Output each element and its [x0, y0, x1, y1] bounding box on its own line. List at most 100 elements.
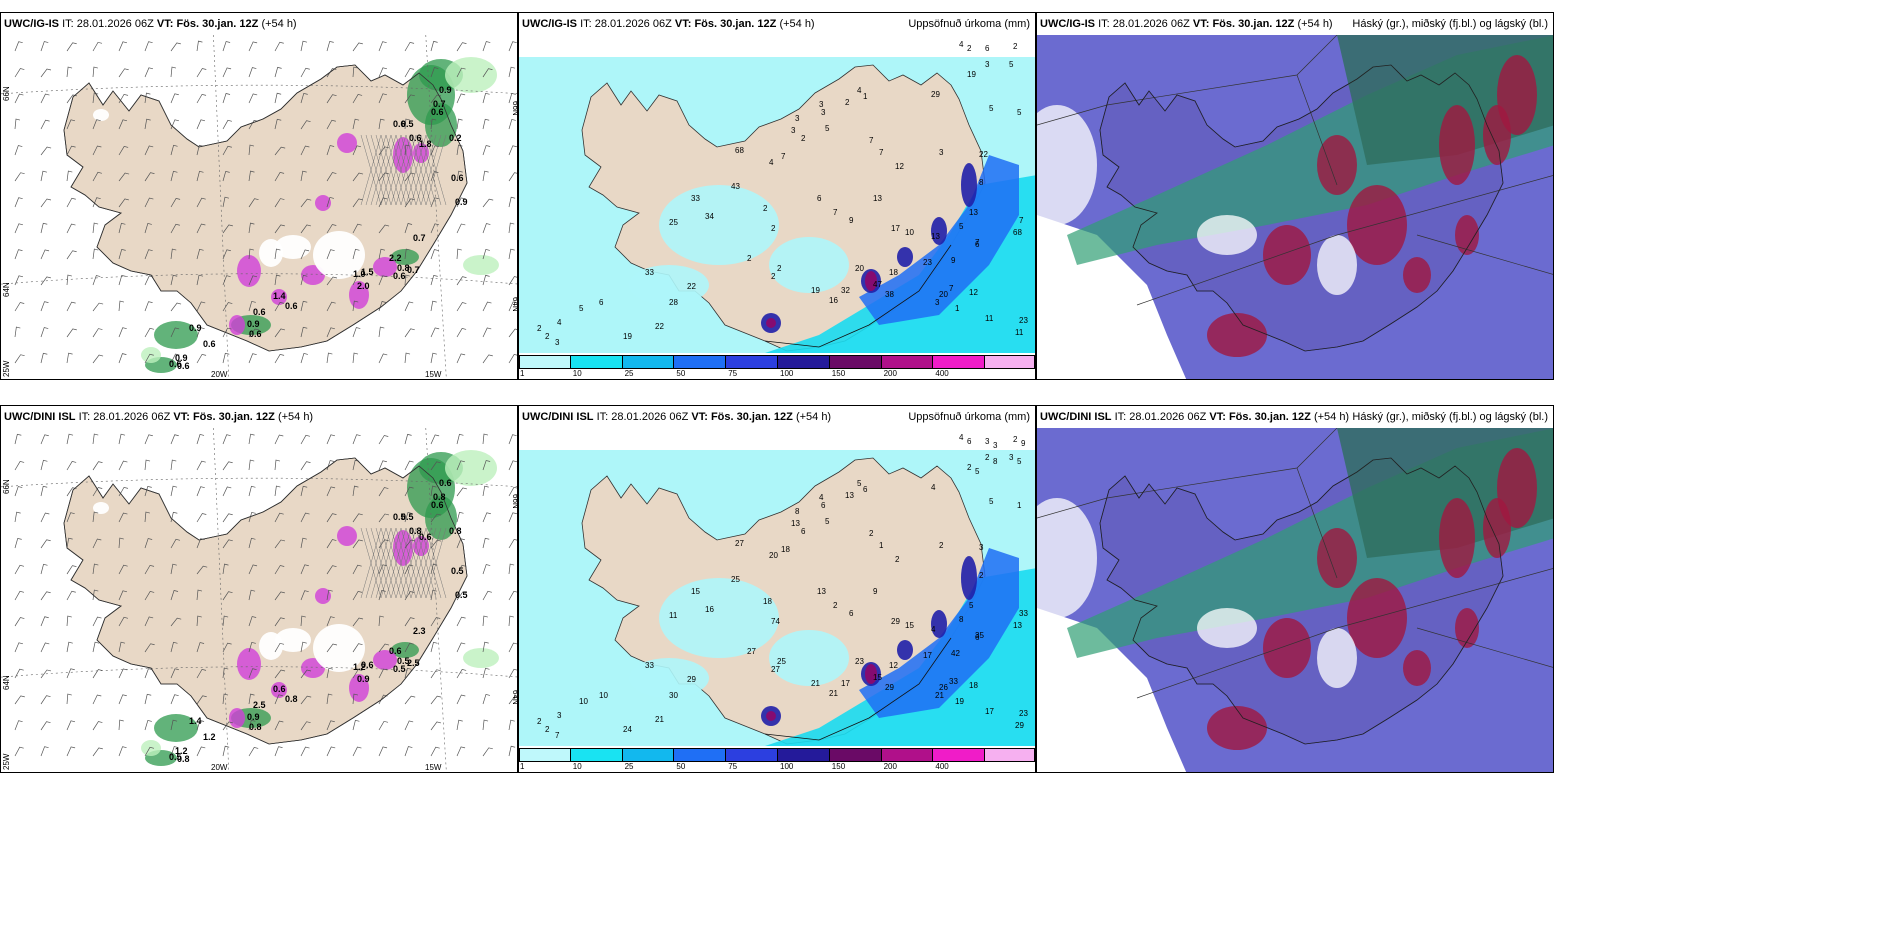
precip-value: 9	[873, 587, 878, 596]
wind-barb	[274, 591, 285, 601]
snow-depth-value: 0.5	[401, 119, 414, 129]
hatch-line	[360, 527, 382, 599]
wind-barb	[248, 564, 258, 575]
wind-barb	[222, 119, 232, 130]
snow-magenta-patch	[237, 648, 261, 680]
colorbar-tick-label: 50	[676, 369, 686, 378]
wind-barb	[14, 511, 21, 523]
model-name: UWC/IG-IS	[522, 18, 577, 30]
wind-barb	[170, 197, 181, 208]
wind-barb	[14, 302, 25, 312]
wind-barb	[300, 353, 308, 364]
wind-barb	[300, 300, 308, 312]
snow-depth-value: 0.8	[177, 754, 190, 764]
wind-barb	[300, 224, 311, 234]
wind-barb	[482, 433, 489, 445]
colorbar-swatch	[622, 355, 675, 369]
wind-barb	[482, 274, 490, 286]
wind-barb	[300, 485, 308, 497]
wind-barb	[222, 513, 233, 523]
wind-barb	[326, 720, 335, 731]
wind-barb	[352, 42, 363, 52]
grid-line	[1416, 234, 1553, 275]
wind-barb	[66, 433, 74, 445]
wind-barb	[378, 172, 389, 182]
wind-barb	[352, 617, 364, 627]
wind-barb	[300, 92, 308, 104]
low-cloud-patch	[1497, 448, 1537, 528]
glacier-area	[93, 109, 109, 121]
snow-depth-value: 2.5	[407, 658, 420, 668]
wind-barb	[508, 92, 516, 104]
snow-lightgreen-patch	[141, 740, 161, 756]
precip-core-purple	[865, 664, 877, 684]
lead-time: (+54 h)	[261, 18, 297, 30]
init-label: IT:	[62, 18, 74, 30]
precip-value: 2	[537, 324, 542, 333]
snow-depth-value: 0.8	[249, 722, 262, 732]
precip-light-area	[769, 237, 849, 293]
precip-value: 6	[801, 527, 806, 536]
graticule	[1, 428, 517, 772]
wind-barb	[222, 667, 229, 679]
init-time: 28.01.2026 06Z	[594, 18, 672, 30]
snow-depth-value: 0.9	[247, 712, 260, 722]
wind-barb	[66, 693, 72, 705]
snow-map: 0.60.80.60.50.8 0.80.50.60.50.52.30.60.52…	[1, 428, 517, 772]
wind-barb	[92, 197, 101, 208]
wind-barb	[144, 511, 150, 523]
wind-barb	[92, 248, 99, 260]
precip-value: 11	[1015, 328, 1024, 337]
wind-barb	[508, 145, 517, 156]
hatch-line	[365, 527, 387, 599]
precip-value: 12	[969, 288, 978, 297]
wind-barb	[14, 118, 21, 130]
wind-barb	[14, 486, 23, 497]
snow-depth-value: 2.0	[357, 281, 370, 291]
wind-barb	[352, 118, 360, 130]
wind-barb	[14, 249, 23, 260]
precip-value: 24	[623, 725, 632, 734]
snow-depth-value: 0.9	[175, 353, 188, 363]
wind-barb	[326, 352, 333, 364]
precip-value: 15	[873, 673, 882, 682]
precip-value: 13	[817, 587, 826, 596]
wind-barb	[118, 274, 126, 286]
precip-value: 42	[951, 649, 960, 658]
snow-depth-value: 0.6	[409, 133, 422, 143]
wind-barb	[170, 66, 177, 78]
wind-barb	[66, 223, 76, 234]
precip-value: 74	[771, 617, 780, 626]
wind-barb	[222, 721, 233, 731]
wind-barb	[430, 274, 438, 286]
precip-value: 10	[579, 697, 588, 706]
wind-barb	[274, 92, 282, 104]
colorbar-swatch	[881, 355, 934, 369]
wind-barb	[300, 537, 307, 549]
wind-barb	[40, 170, 48, 182]
wind-barb	[66, 565, 77, 575]
wind-barb	[430, 40, 438, 52]
wind-barb	[92, 275, 101, 286]
wind-barb	[40, 485, 48, 497]
axis-label: 15W	[425, 763, 442, 772]
precip-value: 12	[895, 162, 904, 171]
model-name: UWC/IG-IS	[4, 18, 59, 30]
wind-barb	[222, 693, 229, 705]
wind-barb	[456, 276, 467, 286]
colorbar-swatch	[674, 748, 727, 762]
wind-barb	[92, 171, 102, 182]
snow-depth-value: 0.8	[449, 526, 462, 536]
wind-barb	[300, 590, 309, 601]
wind-barb	[456, 591, 467, 601]
precip-value: 33	[949, 677, 958, 686]
precip-value: 23	[923, 258, 932, 267]
precip-value: 13	[873, 194, 882, 203]
wind-barb	[196, 248, 204, 260]
wind-barb	[170, 353, 180, 364]
wind-barb	[482, 41, 491, 52]
wind-barb	[92, 222, 99, 234]
wind-barb	[248, 641, 256, 653]
snow-depth-value: 0.6	[169, 359, 182, 369]
